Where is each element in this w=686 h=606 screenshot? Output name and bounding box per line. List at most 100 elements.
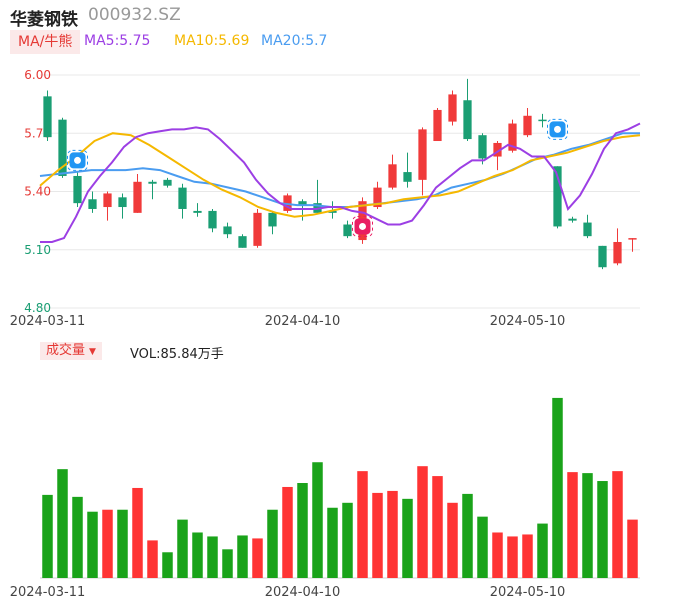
volume-bar: [357, 471, 368, 578]
volume-bar: [522, 534, 533, 578]
volume-bar: [567, 472, 578, 578]
candle-body: [208, 210, 217, 229]
volume-bar: [42, 494, 53, 578]
volume-bar: [72, 496, 83, 578]
volume-bar: [462, 493, 473, 578]
price-tick-label: 5.10: [24, 243, 51, 257]
volume-value-label: VOL:85.84万手: [130, 347, 224, 362]
volume-date-tick-label: 2024-05-10: [490, 585, 566, 600]
candle-body: [103, 193, 112, 208]
volume-bar: [477, 516, 488, 578]
stock-name: 华菱钢铁: [10, 10, 78, 30]
volume-bar: [402, 498, 413, 578]
volume-tab-label: 成交量: [46, 343, 86, 358]
candle-body: [583, 222, 592, 237]
volume-bar: [162, 552, 173, 578]
bull-marker-icon: [547, 118, 568, 140]
volume-bar: [132, 487, 143, 578]
ma20-line: [39, 132, 640, 208]
bull-marker-icon-dot: [554, 125, 561, 133]
candle-body: [388, 164, 397, 188]
volume-bar: [552, 397, 563, 578]
candle-body: [433, 109, 442, 142]
volume-bar: [597, 481, 608, 578]
volume-bar: [387, 490, 398, 578]
price-tick-label: 6.00: [24, 68, 51, 82]
candle-body: [523, 115, 532, 136]
candle-body: [373, 187, 382, 208]
triangle-down-icon: ▼: [89, 347, 96, 357]
ma-indicator-tab[interactable]: MA/牛熊: [10, 30, 81, 54]
candle-body: [298, 201, 307, 206]
candle-body: [133, 181, 142, 213]
volume-bar: [582, 473, 593, 578]
candle-body: [58, 119, 67, 176]
volume-bar: [417, 466, 428, 578]
bear-marker-icon: [352, 215, 373, 237]
volume-bar: [342, 502, 353, 578]
volume-bar: [222, 549, 233, 578]
date-tick-label: 2024-04-10: [265, 314, 341, 329]
ma10-line: [39, 132, 641, 218]
price-tick-label: 5.40: [24, 185, 51, 199]
candle-body: [328, 210, 337, 213]
volume-bar: [102, 509, 113, 578]
candle-body: [538, 119, 547, 122]
candle-body: [463, 100, 472, 140]
volume-bar: [252, 538, 263, 578]
volume-date-tick-label: 2024-03-11: [10, 585, 86, 600]
candle-body: [553, 166, 562, 227]
volume-bar: [282, 486, 293, 578]
candle-body: [343, 224, 352, 237]
candle-body: [508, 123, 517, 151]
volume-bar: [507, 536, 518, 578]
candle-body: [223, 226, 232, 235]
volume-bar: [447, 502, 458, 578]
candle-body: [43, 96, 52, 138]
date-tick-label: 2024-05-10: [490, 314, 566, 329]
volume-bar: [327, 507, 338, 578]
volume-bar: [192, 532, 203, 578]
volume-bar: [627, 519, 638, 578]
stock-code: 000932.SZ: [88, 5, 181, 25]
volume-indicator-tab[interactable]: 成交量 ▼: [40, 342, 102, 360]
candle-body: [253, 212, 262, 246]
bear-marker-icon-dot: [359, 222, 366, 230]
candle-body: [613, 241, 622, 264]
volume-date-tick-label: 2024-04-10: [265, 585, 341, 600]
volume-bar: [147, 540, 158, 578]
volume-bar: [537, 523, 548, 578]
bull-marker-icon: [67, 149, 88, 171]
volume-bar: [312, 462, 323, 578]
candle-body: [628, 238, 637, 240]
volume-bar: [297, 483, 308, 578]
volume-bar: [237, 535, 248, 578]
volume-bar: [207, 536, 218, 578]
candle-body: [193, 210, 202, 213]
candle-body: [238, 236, 247, 248]
volume-bar: [432, 476, 443, 578]
candle-body: [568, 218, 577, 221]
ma10-label: MA10:5.69: [174, 33, 250, 49]
candle-body: [88, 199, 97, 209]
candle-body: [493, 142, 502, 157]
candle-body: [478, 135, 487, 159]
candle-body: [403, 172, 412, 182]
volume-bar: [372, 492, 383, 578]
candle-body: [448, 94, 457, 122]
candle-body: [163, 179, 172, 186]
volume-bar: [57, 469, 68, 578]
date-tick-label: 2024-03-11: [10, 314, 86, 329]
volume-bar: [177, 519, 188, 578]
candle-body: [598, 245, 607, 268]
volume-bar: [267, 509, 278, 578]
volume-bar: [612, 471, 623, 578]
candle-body: [118, 197, 127, 208]
ma20-label: MA20:5.7: [261, 33, 328, 49]
volume-bar: [87, 511, 98, 578]
price-tick-label: 4.80: [24, 301, 51, 315]
candle-body: [178, 187, 187, 209]
candle-body: [268, 212, 277, 227]
ma5-label: MA5:5.75: [84, 33, 151, 49]
